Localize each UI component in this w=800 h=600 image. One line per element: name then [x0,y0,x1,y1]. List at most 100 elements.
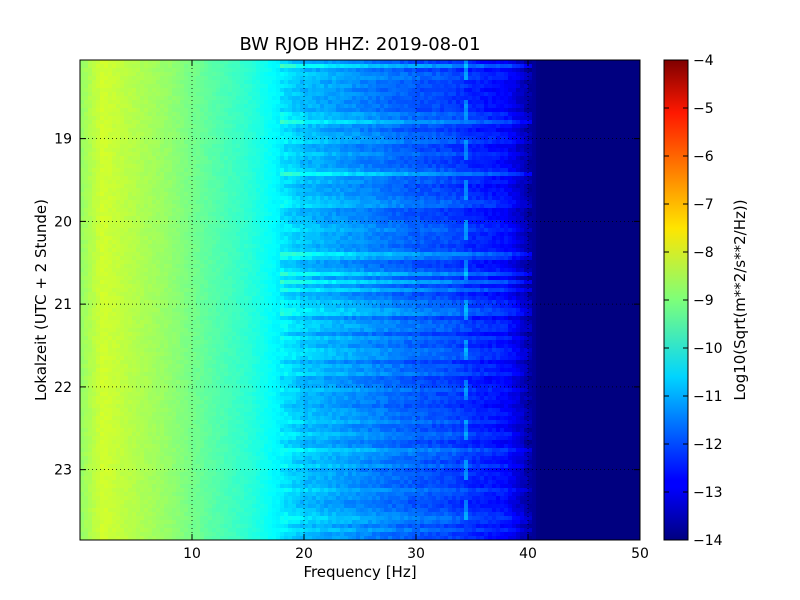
heatmap-cell [624,196,629,201]
heatmap-cell [468,152,473,157]
heatmap-cell [392,80,397,85]
heatmap-cell [96,104,101,109]
heatmap-cell [580,128,585,133]
heatmap-cell [472,100,477,105]
heatmap-cell [416,76,421,81]
heatmap-cell [480,80,485,85]
heatmap-cell [300,96,305,101]
heatmap-cell [336,132,341,137]
heatmap-cell [464,168,469,173]
heatmap-cell [340,196,345,201]
heatmap-cell [100,68,105,73]
heatmap-cell [80,88,85,93]
heatmap-cell [600,100,605,105]
heatmap-cell [452,108,457,113]
heatmap-cell [516,60,521,65]
heatmap-cell [544,184,549,189]
heatmap-cell [148,68,153,73]
heatmap-cell [220,88,225,93]
heatmap-cell [320,148,325,153]
heatmap-cell [364,80,369,85]
heatmap-cell [544,124,549,129]
heatmap-cell [428,172,433,177]
heatmap-cell [276,144,281,149]
heatmap-cell [400,88,405,93]
heatmap-cell [608,148,613,153]
heatmap-cell [600,104,605,109]
heatmap-cell [632,72,637,77]
heatmap-cell [236,120,241,125]
heatmap-cell [240,72,245,77]
heatmap-cell [480,136,485,141]
heatmap-cell [268,140,273,145]
heatmap-cell [300,180,305,185]
heatmap-cell [212,120,217,125]
heatmap-cell [528,176,533,181]
heatmap-cell [228,116,233,121]
heatmap-cell [496,140,501,145]
heatmap-cell [304,148,309,153]
heatmap-cell [584,120,589,125]
heatmap-cell [336,140,341,145]
heatmap-cell [184,196,189,201]
heatmap-cell [600,156,605,161]
heatmap-cell [508,192,513,197]
heatmap-cell [632,188,637,193]
heatmap-cell [284,72,289,77]
heatmap-cell [96,116,101,121]
heatmap-cell [452,64,457,69]
heatmap-cell [200,76,205,81]
heatmap-cell [108,84,113,89]
heatmap-cell [420,112,425,117]
heatmap-cell [248,68,253,73]
heatmap-cell [104,184,109,189]
heatmap-cell [480,76,485,81]
heatmap-cell [168,132,173,137]
heatmap-cell [220,180,225,185]
heatmap-cell [532,168,537,173]
heatmap-cell [176,124,181,129]
heatmap-cell [408,168,413,173]
heatmap-cell [588,168,593,173]
heatmap-cell [464,164,469,169]
heatmap-cell [312,96,317,101]
heatmap-cell [540,84,545,89]
heatmap-cell [168,152,173,157]
heatmap-cell [152,92,157,97]
heatmap-cell [504,124,509,129]
heatmap-cell [200,80,205,85]
heatmap-cell [564,172,569,177]
heatmap-cell [608,84,613,89]
heatmap-cell [600,88,605,93]
heatmap-cell [232,116,237,121]
heatmap-cell [536,132,541,137]
heatmap-cell [276,180,281,185]
heatmap-cell [236,128,241,133]
heatmap-cell [116,60,121,65]
heatmap-cell [424,156,429,161]
heatmap-cell [588,80,593,85]
heatmap-cell [288,64,293,69]
heatmap-cell [600,128,605,133]
heatmap-cell [596,124,601,129]
heatmap-cell [168,172,173,177]
heatmap-cell [512,196,517,201]
heatmap-cell [212,136,217,141]
heatmap-cell [348,160,353,165]
heatmap-cell [560,72,565,77]
heatmap-cell [576,172,581,177]
heatmap-cell [328,132,333,137]
heatmap-cell [436,112,441,117]
heatmap-cell [444,64,449,69]
heatmap-cell [340,200,345,205]
heatmap-cell [420,160,425,165]
heatmap-cell [248,132,253,137]
heatmap-cell [564,188,569,193]
heatmap-cell [580,104,585,109]
heatmap-cell [216,176,221,181]
heatmap-cell [152,124,157,129]
heatmap-cell [516,148,521,153]
heatmap-cell [624,180,629,185]
heatmap-cell [500,76,505,81]
heatmap-cell [156,140,161,145]
